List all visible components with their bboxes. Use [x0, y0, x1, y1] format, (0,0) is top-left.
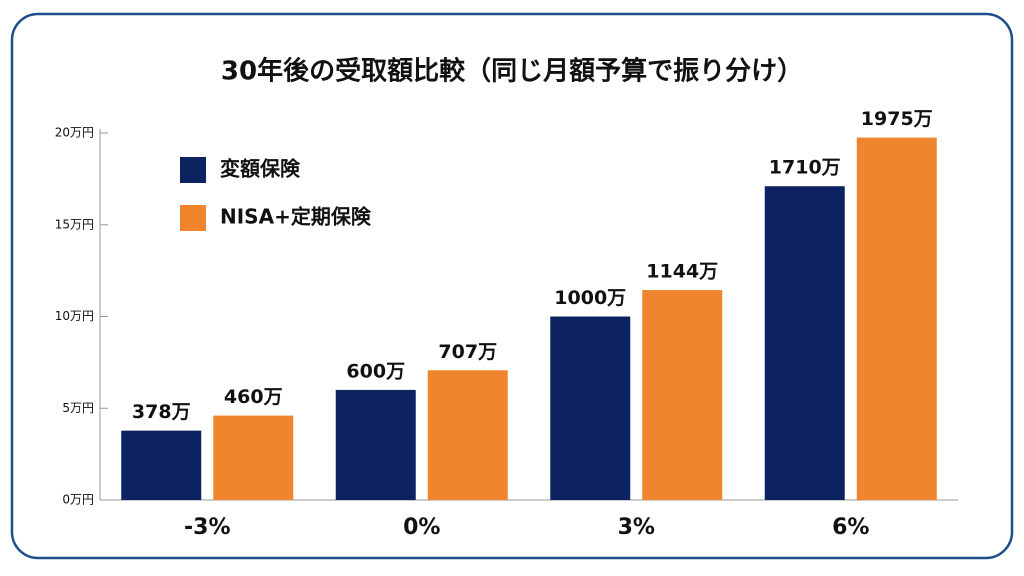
value-label: 378万: [132, 401, 191, 423]
value-label: 1975万: [861, 108, 933, 130]
value-label: 460万: [224, 386, 283, 408]
value-label: 1144万: [646, 261, 718, 283]
y-tick-label: 15万円: [55, 217, 94, 231]
chart-title: 30年後の受取額比較（同じ月額予算で振り分け）: [221, 56, 803, 87]
x-tick-label: -3%: [184, 515, 230, 540]
bar: [335, 389, 416, 500]
bar: [427, 370, 508, 500]
value-label: 600万: [346, 360, 405, 382]
y-tick-label: 0万円: [62, 493, 94, 507]
bar: [764, 186, 845, 500]
y-tick-label: 20万円: [55, 126, 94, 140]
x-tick-label: 0%: [403, 515, 440, 540]
bar: [856, 137, 937, 500]
legend-swatch: [180, 157, 206, 183]
x-tick-label: 3%: [618, 515, 655, 540]
bar: [213, 415, 294, 500]
legend-label: NISA+定期保険: [220, 205, 372, 229]
value-label: 1710万: [769, 157, 841, 179]
bar: [121, 430, 202, 500]
bar: [642, 290, 723, 500]
legend-swatch: [180, 205, 206, 231]
y-tick-label: 5万円: [62, 401, 94, 415]
y-tick-label: 10万円: [55, 309, 94, 323]
x-tick-label: 6%: [832, 515, 869, 540]
legend-label: 変額保険: [220, 157, 301, 181]
value-label: 1000万: [554, 287, 626, 309]
bar: [550, 316, 631, 500]
value-label: 707万: [438, 341, 497, 363]
